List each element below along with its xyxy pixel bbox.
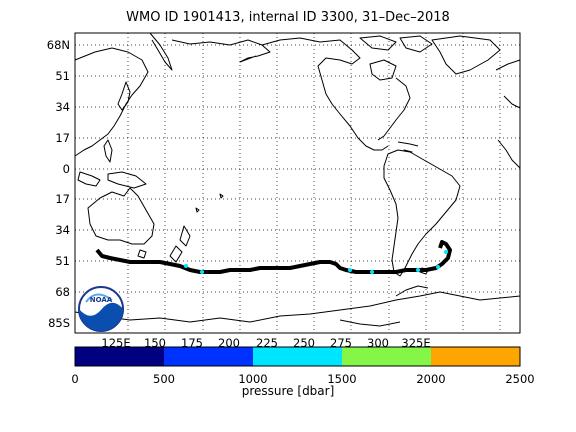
float-track	[95, 240, 452, 274]
colorbar-tick: 1000	[238, 372, 267, 386]
lat-tick: 34	[55, 223, 70, 237]
track-highlight-point	[200, 270, 204, 274]
track-highlight-point	[184, 264, 188, 268]
lat-tick-labels: 68N 51 34 17 0 17 34 51 68 85S	[47, 38, 70, 330]
lat-tick: 0	[63, 162, 70, 176]
chart-title: WMO ID 1901413, internal ID 3300, 31–Dec…	[126, 10, 450, 25]
colorbar-tick: 2500	[505, 372, 534, 386]
colorbar-swatch	[253, 347, 343, 366]
lat-tick: 17	[55, 192, 70, 206]
colorbar-tick-labels: 0 500 1000 1500 2000 2500	[71, 372, 534, 386]
track-highlight-point	[444, 250, 448, 254]
colorbar-tick: 0	[71, 372, 78, 386]
lat-tick: 68	[55, 285, 70, 299]
map-frame	[74, 32, 521, 334]
track-highlight-point	[416, 268, 420, 272]
lat-tick: 17	[55, 131, 70, 145]
lat-tick: 68N	[47, 38, 70, 52]
colorbar-frame	[74, 346, 521, 367]
lat-tick: 85S	[48, 316, 70, 330]
colorbar-tick: 2000	[416, 372, 445, 386]
noaa-logo: NOAA	[78, 286, 124, 332]
track-highlight-point	[436, 265, 440, 269]
lat-tick: 51	[55, 69, 70, 83]
colorbar-swatch	[164, 347, 254, 366]
colorbar: 0 500 1000 1500 2000 2500	[71, 346, 535, 386]
lat-tick: 51	[55, 254, 70, 268]
colorbar-swatch	[342, 347, 432, 366]
colorbar-swatch	[431, 347, 521, 366]
track-highlight-point	[348, 268, 352, 272]
coastlines	[74, 32, 521, 327]
lat-tick: 34	[55, 100, 70, 114]
track-line	[95, 240, 452, 274]
noaa-logo-text: NOAA	[90, 296, 113, 304]
colorbar-swatch	[75, 347, 165, 366]
colorbar-tick: 500	[153, 372, 175, 386]
colorbar-tick: 1500	[327, 372, 356, 386]
colorbar-swatches	[75, 347, 521, 366]
colorbar-label: pressure [dbar]	[241, 384, 335, 398]
track-highlight-point	[370, 270, 374, 274]
